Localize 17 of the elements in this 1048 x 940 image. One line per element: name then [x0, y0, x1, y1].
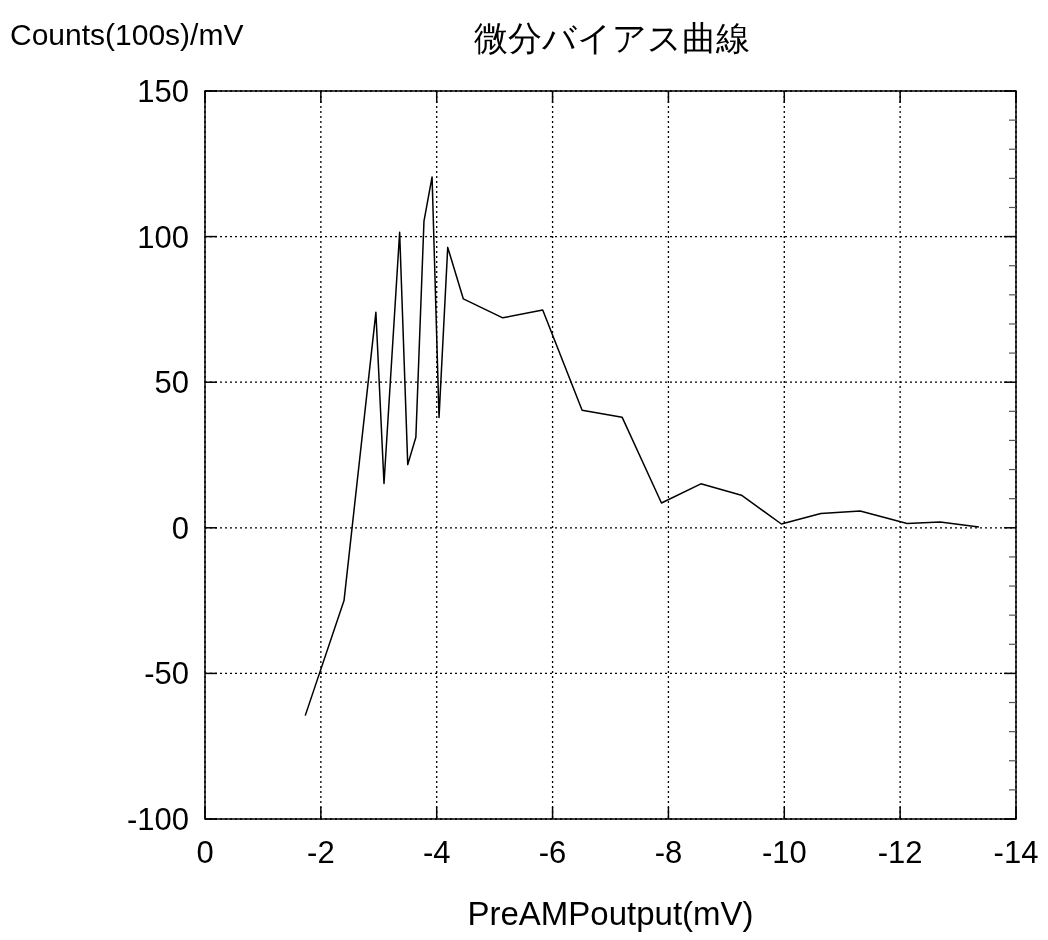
- x-tick-label: -8: [654, 835, 683, 870]
- y-axis-title: Counts(100s)/mV: [10, 18, 244, 51]
- y-tick-label: -50: [144, 656, 189, 692]
- chart-title: 微分バイアス曲線: [474, 19, 750, 57]
- x-tick-label: -2: [307, 835, 335, 870]
- x-tick-label: -4: [422, 835, 451, 870]
- x-tick-label: -14: [993, 835, 1039, 870]
- y-tick-label: 150: [137, 74, 189, 109]
- x-tick-label: -10: [761, 835, 807, 870]
- x-tick-label: 0: [196, 835, 214, 870]
- x-tick-label: -6: [538, 835, 567, 870]
- y-tick-label: -100: [126, 802, 189, 837]
- y-tick-label: 50: [154, 365, 189, 401]
- y-tick-label: 100: [137, 219, 189, 255]
- x-axis-title: PreAMPoutput(mV): [467, 895, 754, 932]
- x-tick-label: -12: [877, 835, 923, 870]
- y-tick-label: 0: [171, 510, 189, 546]
